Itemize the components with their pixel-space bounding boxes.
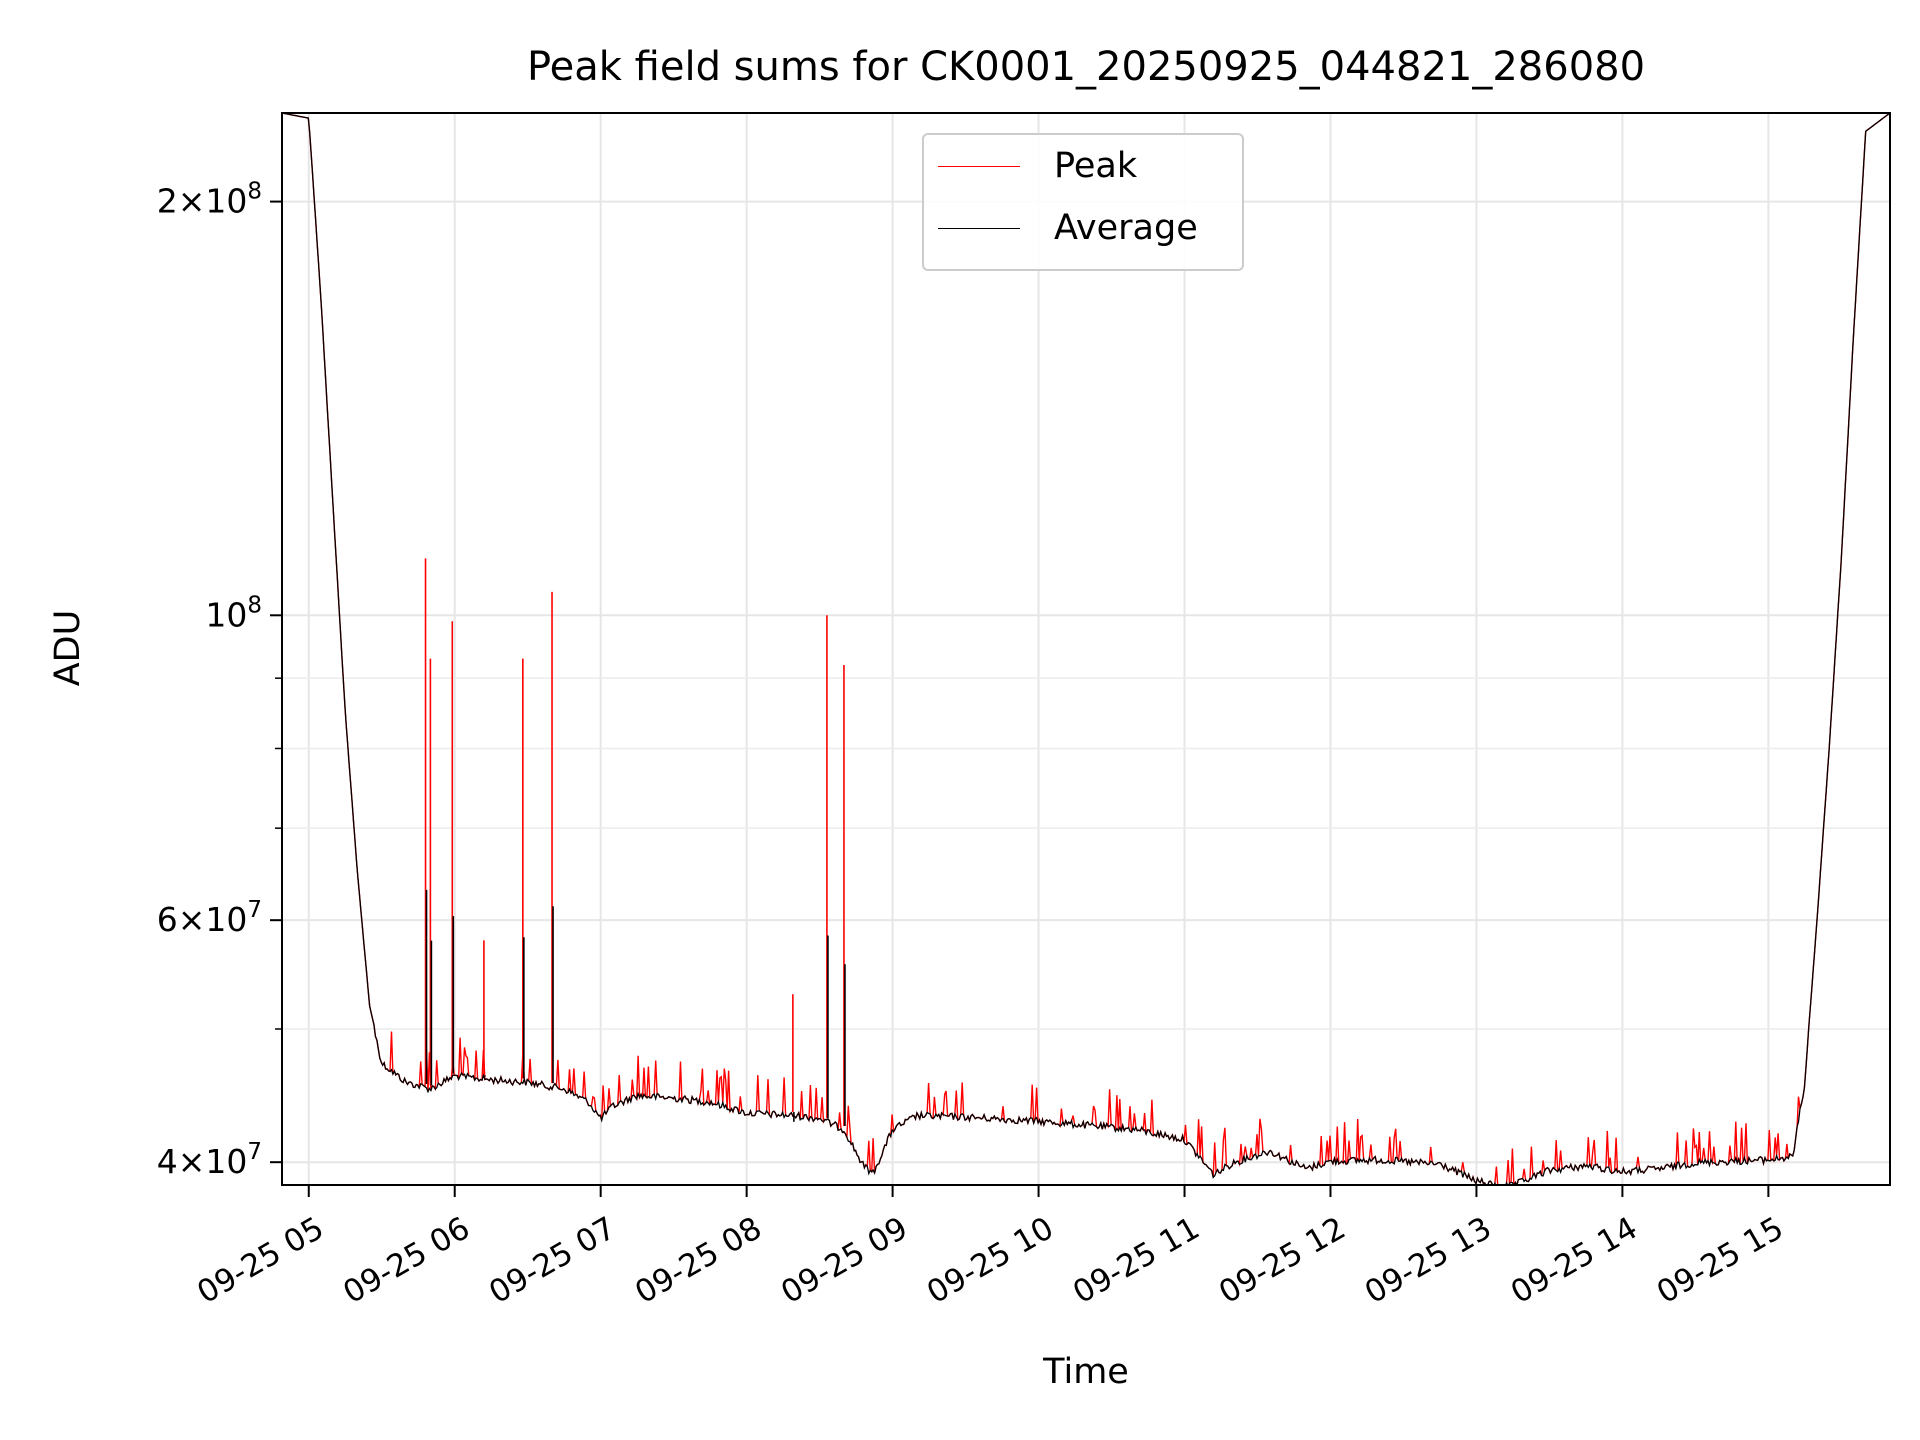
x-tick-label: 09-25 11 — [1067, 1210, 1206, 1311]
y-tick-label: 6×107 — [157, 897, 262, 939]
x-tick-label: 09-25 05 — [191, 1210, 330, 1311]
legend-label-peak: Peak — [1054, 146, 1138, 186]
legend-label-average: Average — [1054, 208, 1198, 248]
x-tick-label: 09-25 09 — [775, 1210, 914, 1311]
chart-title: Peak field sums for CK0001_20250925_0448… — [526, 44, 1646, 90]
tick-layer: 09-25 05 09-25 06 09-25 07 09-25 08 09-25 09… — [157, 179, 1790, 1311]
x-tick-label: 09-25 14 — [1505, 1210, 1644, 1311]
x-tick-label: 09-25 06 — [337, 1210, 476, 1311]
x-tick-label: 09-25 15 — [1651, 1210, 1790, 1311]
y-axis-label: ADU — [48, 609, 88, 687]
x-tick-label: 09-25 12 — [1213, 1210, 1352, 1311]
series-layer — [282, 113, 1890, 1185]
x-tick-label: 09-25 13 — [1359, 1210, 1498, 1311]
plot-frame — [281, 112, 1891, 1186]
y-tick-label: 4×107 — [157, 1139, 262, 1181]
legend-item-average: Average — [938, 205, 1198, 251]
x-axis-label: Time — [1043, 1352, 1129, 1392]
y-tick-label: 108 — [205, 592, 262, 634]
x-tick-label: 09-25 08 — [629, 1210, 768, 1311]
average-series-line — [282, 113, 1890, 1185]
legend-swatch-peak — [938, 165, 1020, 167]
legend: Peak Average — [922, 133, 1244, 271]
legend-item-peak: Peak — [938, 143, 1137, 189]
x-tick-label: 09-25 10 — [921, 1210, 1060, 1311]
y-tick-label: 2×108 — [157, 179, 262, 221]
x-tick-label: 09-25 07 — [483, 1210, 622, 1311]
legend-swatch-average — [938, 227, 1020, 229]
